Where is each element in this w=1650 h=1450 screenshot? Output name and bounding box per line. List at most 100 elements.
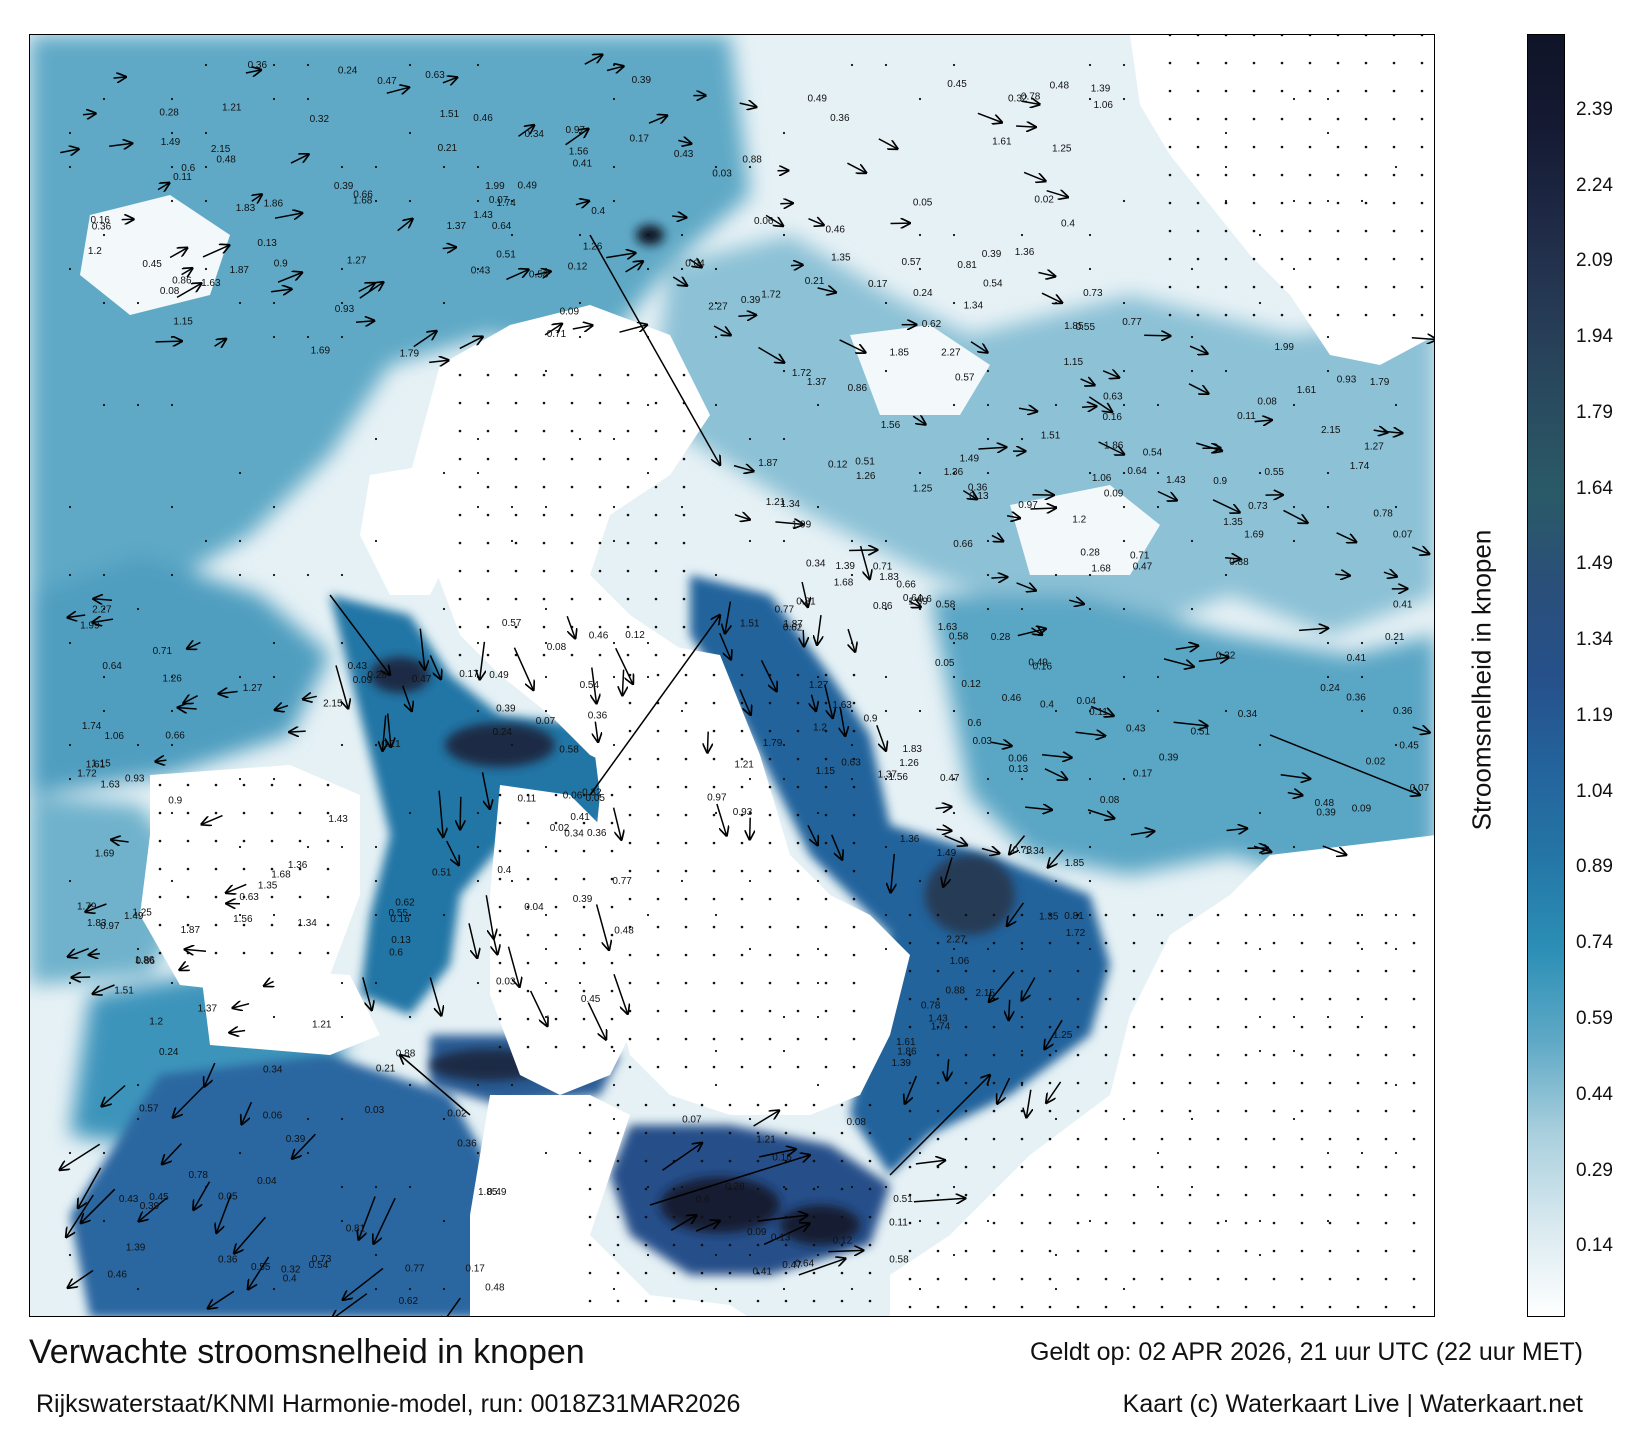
grid-dot [654,457,658,461]
grid-dot [682,457,686,461]
grid-dot [204,267,208,271]
current-arrow [275,706,289,710]
current-arrow [606,66,624,70]
speed-label: 0.58 [889,1255,909,1266]
speed-label: 1.86 [264,199,284,210]
grid-dot [756,1187,760,1191]
grid-dot [728,1215,732,1219]
grid-dot [712,1009,716,1013]
speed-label: 1.61 [992,136,1012,147]
current-arrow [1030,508,1056,509]
grid-dot [684,757,688,761]
speed-label: 0.12 [625,630,645,641]
map-canvas: 0.40.240.430.390.360.450.460.480.490.320… [30,35,1434,1316]
grid-dot [486,653,490,657]
grid-dot [628,701,632,705]
grid-dot [1300,1249,1304,1253]
grid-dot [936,913,940,917]
grid-dot [1412,941,1416,945]
grid-dot [238,471,242,475]
colorbar-tick: 0.14 [1576,1235,1613,1257]
grid-dot [986,471,990,475]
grid-dot [554,877,558,881]
grid-dot [656,673,660,677]
speed-label: 1.34 [781,499,801,510]
speed-label: 0.93 [125,774,145,785]
grid-dot [542,373,546,377]
grid-dot [1392,201,1396,205]
current-arrow [1198,657,1229,661]
grid-dot [1258,1049,1262,1053]
grid-dot [714,913,718,917]
grid-dot [170,811,174,815]
grid-dot [340,981,344,985]
grid-dot [1252,173,1256,177]
speed-label: 0.41 [573,159,593,170]
speed-label: 1.56 [569,147,589,158]
grid-dot [1168,89,1172,93]
speed-label: 1.99 [485,181,505,192]
grid-dot [1244,1137,1248,1141]
grid-dot [1384,941,1388,945]
grid-dot [714,165,718,169]
grid-dot [1300,1165,1304,1169]
grid-dot [1196,35,1200,37]
grid-dot [1356,1053,1360,1057]
grid-dot [852,701,856,705]
speed-label: 0.49 [487,1187,507,1198]
speed-label: 0.48 [216,155,236,166]
speed-label: 0.09 [560,307,580,318]
grid-dot [1196,145,1200,149]
grid-dot [952,471,956,475]
grid-dot [1336,145,1340,149]
grid-dot [918,1287,922,1291]
grid-dot [1216,1025,1220,1029]
grid-dot [1190,267,1194,271]
grid-dot [986,1219,990,1223]
grid-dot [1356,1193,1360,1197]
grid-dot [740,897,744,901]
speed-label: 1.2 [149,1017,163,1028]
grid-dot [1384,969,1388,973]
grid-dot [542,597,546,601]
speed-label: 0.64 [795,1259,815,1270]
grid-dot [1160,1081,1164,1085]
grid-dot [1076,1221,1080,1225]
grid-dot [654,569,658,573]
grid-dot [526,793,530,797]
speed-label: 1.39 [892,1058,912,1069]
grid-dot [1196,117,1200,121]
grid-dot [1104,1221,1108,1225]
grid-dot [1216,1221,1220,1225]
grid-dot [612,97,616,101]
speed-label: 0.57 [955,372,975,383]
current-speed-map[interactable]: 0.4 0.24 0.43 0.39 0.36 0.45 0.46 0.48 0.49 0.32 0… [29,34,1435,1317]
current-arrow [1411,338,1434,340]
current-arrow [808,219,824,226]
grid-dot [598,625,602,629]
grid-dot [298,951,302,955]
grid-dot [986,811,990,815]
speed-label: 0.77 [405,1263,425,1274]
grid-dot [374,1185,378,1189]
grid-dot [824,1009,828,1013]
speed-label: 1.72 [792,368,812,379]
grid-dot [712,813,716,817]
grid-dot [408,1287,412,1291]
speed-label: 0.64 [102,661,122,672]
grid-dot [458,485,462,489]
grid-dot [1420,89,1424,93]
current-arrow [725,601,731,634]
current-arrow [245,70,261,73]
grid-dot [1190,607,1194,611]
grid-dot [1088,845,1092,849]
speed-label: 0.71 [153,646,173,657]
grid-dot [768,841,772,845]
current-arrow [289,731,306,732]
grid-dot [158,867,162,871]
grid-dot [1020,845,1024,849]
speed-label: 0.03 [973,736,993,747]
current-arrow [848,628,855,652]
current-arrow [572,325,593,329]
grid-dot [700,1159,704,1163]
